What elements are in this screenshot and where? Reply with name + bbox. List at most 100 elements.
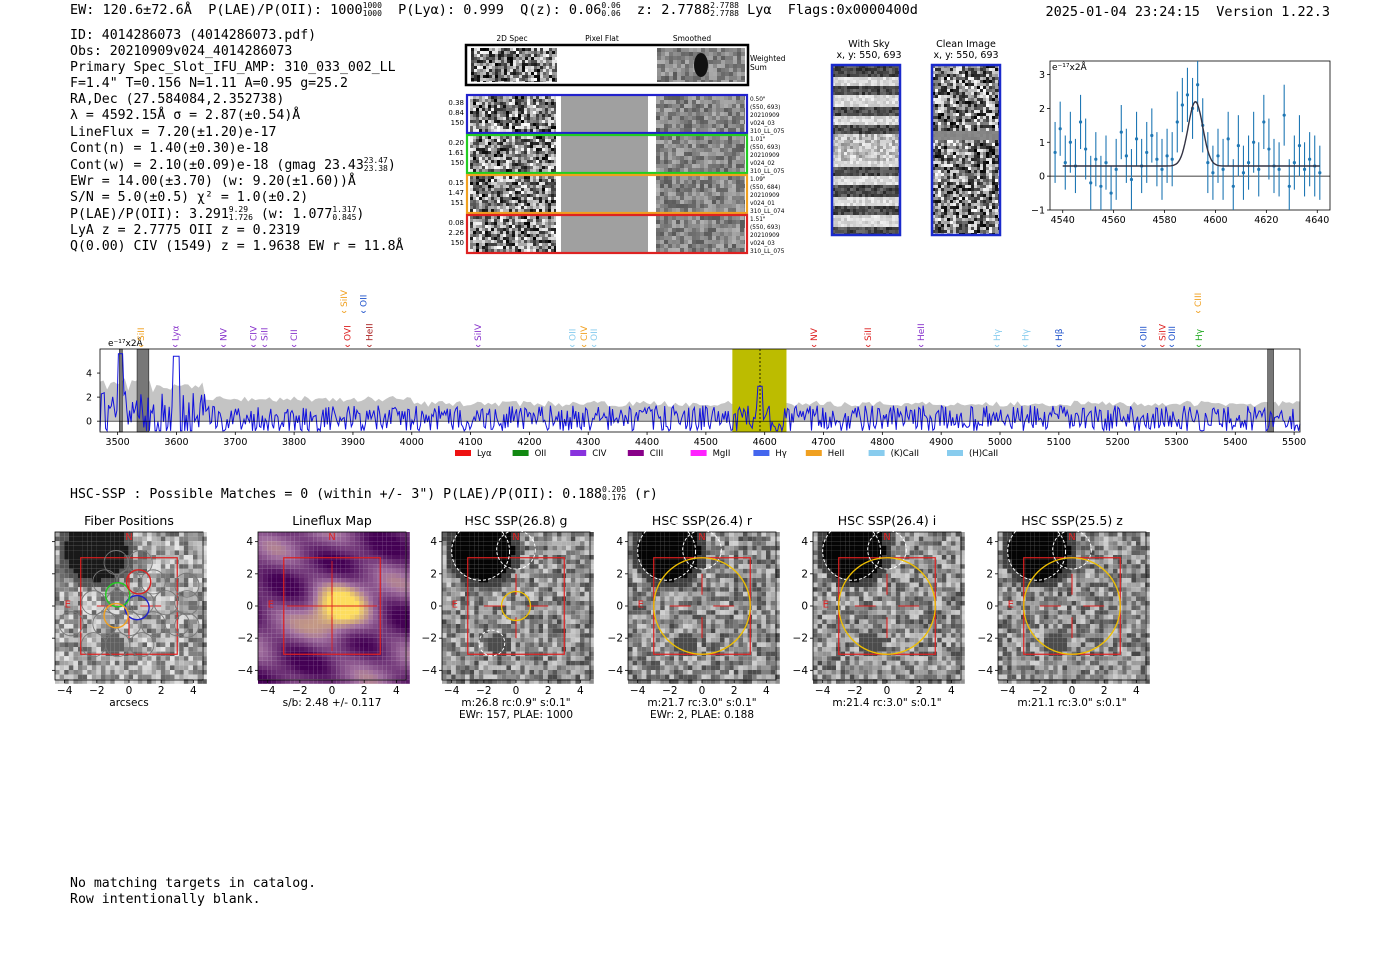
legend-swatch	[805, 450, 822, 456]
gmag-sub: 23.38	[363, 163, 388, 173]
panel-ytick-label: 2	[430, 568, 437, 580]
version: Version 1.22.3	[1216, 4, 1330, 20]
spectral-line-marker: OII	[568, 329, 578, 347]
cutout-row-stat: 0.38	[448, 99, 464, 107]
legend-label: (H)CaII	[969, 449, 998, 459]
hsc-header-text: HSC-SSP : Possible Matches = 0 (within +…	[70, 487, 602, 502]
cutout-row-meta: (550, 693)	[750, 145, 780, 151]
fiber-circle	[153, 590, 179, 616]
spectral-line-label: NV	[220, 327, 230, 341]
zoom-data-point	[1145, 150, 1149, 155]
panel-xtick-label: 0	[1069, 685, 1076, 697]
zoom-data-point	[1287, 184, 1291, 188]
cutout-row-meta: 20210909	[750, 113, 780, 119]
hsc-header-sub: 0.176	[601, 493, 627, 502]
timestamp-version: 2025-01-04 23:24:15 Version 1.22.3	[1046, 4, 1331, 20]
cutout-row-meta: (550, 693)	[750, 225, 780, 231]
spectral-line-marker: Hβ	[1055, 328, 1065, 347]
with-sky-panel: With Sky x, y: 550, 693	[830, 39, 902, 237]
full-xtick-label: 5300	[1164, 437, 1188, 448]
imaging-panel-title: HSC SSP(26.4) i	[838, 513, 936, 528]
zoom-data-point	[1119, 130, 1123, 134]
panel-xtick-label: −4	[630, 685, 646, 697]
zoom-xtick-label: 4580	[1152, 215, 1176, 226]
panel-caption-2: EWr: 2, PLAE: 0.188	[650, 709, 754, 721]
panel-xtick-label: −4	[444, 685, 460, 697]
panel-ytick-label: 2	[616, 568, 623, 580]
compass-north: N	[328, 532, 335, 543]
fiber-highlight	[104, 581, 131, 608]
panel-ytick-label: 4	[616, 536, 623, 548]
legend-swatch	[570, 450, 587, 456]
aperture-circle	[838, 557, 936, 655]
with-sky-coords: x, y: 550, 693	[836, 50, 901, 61]
spectral-line-label: Lyα	[171, 325, 181, 341]
info-contw: Cont(w) = 2.10(±0.09)e-18 (gmag 23.43 23.…	[70, 155, 396, 173]
zoom-data-point	[1216, 154, 1220, 158]
full-xtick-label: 5200	[1106, 437, 1130, 448]
spectral-line-label: OII	[360, 295, 370, 307]
panel-xtick-label: −4	[815, 685, 831, 697]
panel-ytick-label: 2	[246, 568, 253, 580]
aperture-circle	[1023, 557, 1121, 655]
panel-ytick-label: 0	[801, 601, 808, 613]
zoom-data-point	[1068, 140, 1072, 144]
compass-north: N	[1068, 532, 1075, 543]
panel-xtick-label: 4	[1133, 685, 1140, 697]
weighted-sum-label: Weighted Sum	[750, 54, 786, 72]
zoom-data-point	[1318, 171, 1322, 175]
cutout-row: 0.15 1.47 151 1.09" (550, 684) 20210909 v024_0…	[448, 173, 785, 215]
timestamp: 2025-01-04 23:24:15	[1045, 4, 1200, 20]
cutout-row-stat: 0.20	[448, 139, 464, 147]
footer-line-2: Row intentionally blank.	[70, 891, 261, 907]
cutout-col-header: Smoothed	[673, 34, 712, 43]
panel-xtick-label: 4	[393, 685, 400, 697]
info-ewr: EWr = 14.00(±3.70) (w: 9.20(±1.60))Å	[70, 173, 356, 189]
full-xtick-label: 3700	[223, 437, 247, 448]
spectral-line-marker: SiIV	[1158, 323, 1168, 347]
spectral-line-marker: CIII	[1194, 293, 1204, 313]
zoom-data-point	[1084, 147, 1088, 151]
spectral-line-marker: SiII	[261, 327, 271, 347]
imaging-panel-title: HSC SSP(26.8) g	[465, 513, 568, 528]
panel-xtick-label: −4	[1000, 685, 1016, 697]
ew-summary: EW: 120.6±72.6Å	[70, 2, 192, 18]
spectral-line-label: NV	[810, 327, 820, 341]
spectral-line-marker: SiII	[137, 327, 147, 347]
zoom-data-point	[1104, 160, 1108, 165]
panel-ytick-label: 0	[616, 601, 623, 613]
zoom-data-point	[1196, 83, 1200, 87]
zoom-data-point	[1257, 167, 1261, 171]
clean-image-title: Clean Image	[936, 39, 996, 50]
panel-ytick-label: −2	[608, 633, 623, 645]
panel-xtick-label: −2	[847, 685, 862, 697]
zoom-data-point	[1078, 120, 1083, 124]
full-ytick-label: 2	[86, 393, 92, 404]
spectral-line-label: SiIV	[340, 289, 350, 307]
full-xtick-label: 4600	[753, 437, 777, 448]
zoom-data-point	[1246, 160, 1251, 165]
full-xtick-label: 4100	[458, 437, 482, 448]
cutout-row-frame	[465, 133, 749, 175]
spectral-line-label: OIII	[1168, 326, 1178, 341]
zoom-data-point	[1211, 171, 1215, 175]
zoom-xtick-label: 4640	[1305, 215, 1329, 226]
with-sky-title: With Sky	[848, 39, 890, 50]
plae-summary-label: P(LAE)/P(OII):	[208, 2, 322, 18]
zoom-data-point	[1308, 157, 1312, 161]
gmag-sup: 23.47	[363, 155, 388, 165]
info-plae-text: P(LAE)/P(OII): 3.291	[70, 207, 229, 223]
zoom-ytick-label: 0	[1039, 172, 1045, 183]
panel-xtick-label: 0	[884, 685, 891, 697]
plae-w-sup: 1.317	[332, 205, 357, 215]
spectral-line-label: CIII	[1194, 293, 1204, 307]
imaging-panels: Fiber Positions N E −4 −4 −2 −2 0 0 2 2 4 4 arcsecs Li…	[50, 513, 1150, 721]
compass-north: N	[883, 532, 890, 543]
spectral-line-marker: OII	[360, 295, 370, 313]
aperture-circle	[500, 590, 532, 622]
panel-ytick-label: 4	[801, 536, 808, 548]
panel-ytick-label: −2	[978, 633, 993, 645]
info-sn: S/N = 5.0(±0.5) χ² = 1.0(±0.2)	[70, 189, 309, 205]
spectral-line-marker: CIV	[580, 325, 590, 347]
zoom-data-point	[1297, 144, 1302, 148]
